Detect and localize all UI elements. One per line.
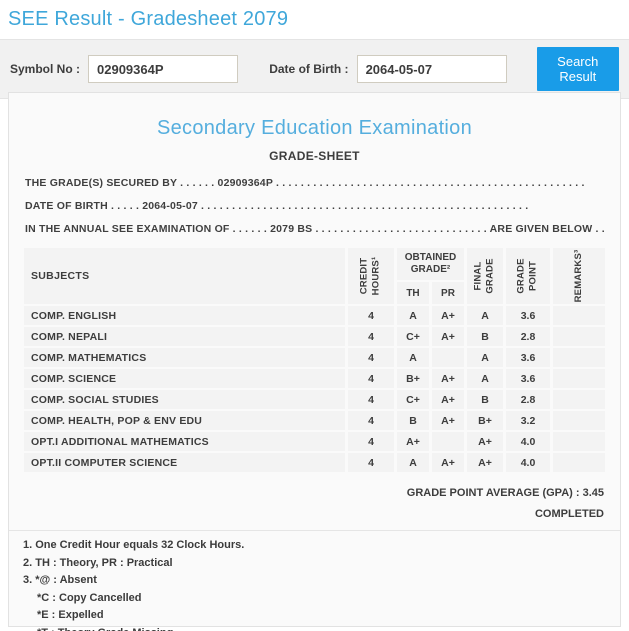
note-line: 2. TH : Theory, PR : Practical: [23, 556, 173, 569]
note-line: *T : Theory Grade Missing: [23, 626, 608, 631]
dob-input[interactable]: [356, 55, 507, 83]
dob-label: Date of Birth :: [269, 62, 349, 76]
table-row: COMP. SCIENCE 4 B+ A+ A 3.6: [24, 369, 605, 388]
final-grade-header: FINAL GRADE: [467, 248, 503, 304]
grade-point-header: GRADE POINT: [506, 248, 550, 304]
dob-line: DATE OF BIRTH . . . . . 2064-05-07 . . .…: [25, 200, 529, 212]
remarks-header: REMARKS³: [553, 248, 605, 304]
divider: [9, 530, 620, 531]
table-row: COMP. MATHEMATICS 4 A A 3.6: [24, 348, 605, 367]
table-row: COMP. SOCIAL STUDIES 4 C+ A+ B 2.8: [24, 390, 605, 409]
gradesheet-card: Secondary Education Examination GRADE-SH…: [8, 92, 621, 631]
grades-table: SUBJECTS CREDIT HOURS¹ OBTAINED GRADE² F…: [21, 246, 608, 474]
footnotes: 1. One Credit Hour equals 32 Clock Hours…: [21, 538, 608, 631]
symbol-no-label: Symbol No :: [10, 62, 81, 76]
table-row: COMP. ENGLISH 4 A A+ A 3.6: [24, 306, 605, 325]
note-line: 1. One Credit Hour equals 32 Clock Hours…: [23, 539, 245, 551]
note-line: *E : Expelled: [37, 609, 104, 621]
exam-title: Secondary Education Examination: [156, 117, 473, 139]
exam-of-line: IN THE ANNUAL SEE EXAMINATION OF . . . .…: [25, 223, 608, 235]
table-row: OPT.II COMPUTER SCIENCE 4 A A+ A+ 4.0: [24, 453, 605, 472]
symbol-no-input[interactable]: [88, 55, 239, 83]
search-result-button[interactable]: Search Result: [536, 47, 619, 91]
info-lines: THE GRADE(S) SECURED BY . . . . . . 0290…: [21, 177, 608, 235]
subjects-header: SUBJECTS: [24, 248, 345, 304]
credit-hours-header: CREDIT HOURS¹: [347, 248, 394, 304]
search-form: Symbol No : Date of Birth : Search Resul…: [0, 39, 629, 99]
page-title: SEE Result - Gradesheet 2079: [8, 8, 289, 30]
table-row: COMP. HEALTH, POP & ENV EDU 4 B A+ B+ 3.…: [24, 411, 605, 430]
note-line: 3. *@ : Absent: [23, 574, 97, 586]
pr-header: PR: [431, 282, 464, 304]
note-line: *C : Copy Cancelled: [37, 591, 142, 604]
table-row: OPT.I ADDITIONAL MATHEMATICS 4 A+ A+ 4.0: [24, 432, 605, 451]
gpa-line: GRADE POINT AVERAGE (GPA) : 3.45: [406, 487, 604, 499]
status-line: COMPLETED: [534, 508, 604, 520]
table-row: COMP. NEPALI 4 C+ A+ B 2.8: [24, 327, 605, 346]
secured-by-line: THE GRADE(S) SECURED BY . . . . . . 0290…: [25, 177, 585, 189]
th-header: TH: [396, 282, 429, 304]
sheet-title: GRADE-SHEET: [269, 149, 360, 163]
obtained-grade-header: OBTAINED GRADE²: [396, 248, 464, 280]
